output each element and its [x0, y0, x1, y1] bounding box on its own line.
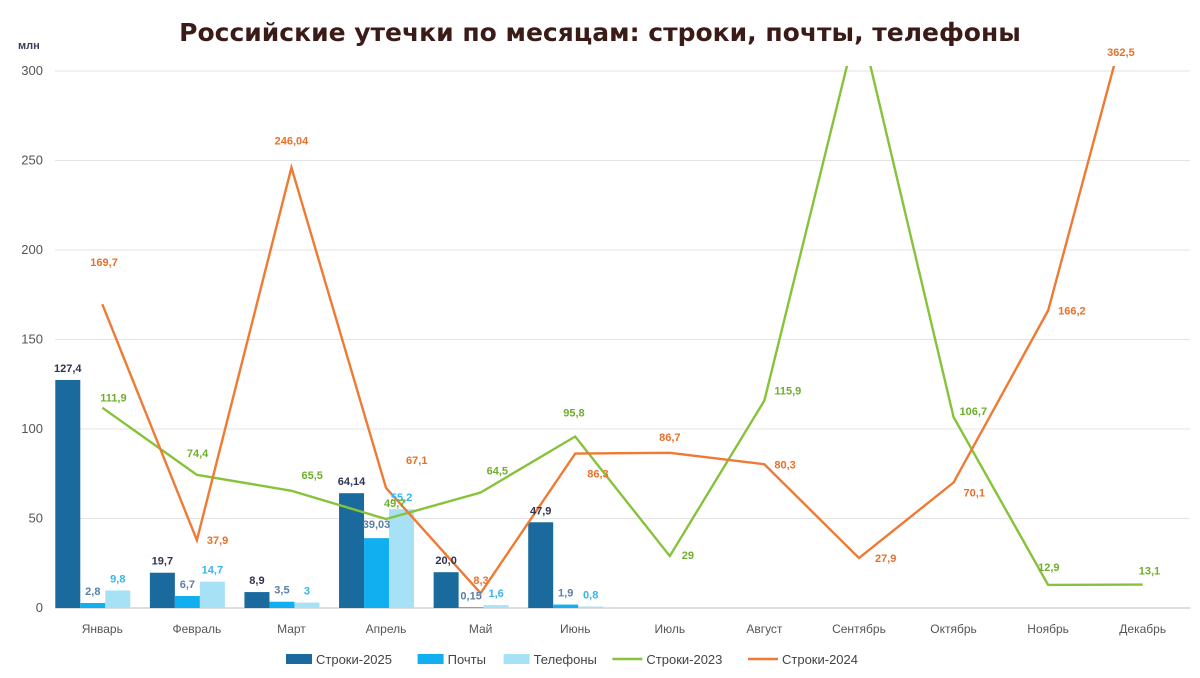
bar-1-3 — [364, 538, 390, 608]
bar-0-2 — [244, 592, 270, 608]
legend-item-4: Строки-2024 — [748, 652, 858, 667]
line-data-label: 12,9 — [1038, 562, 1059, 574]
y-tick-label: 0 — [36, 600, 43, 615]
bar-1-1 — [174, 596, 200, 608]
line-data-label: 246,04 — [275, 136, 310, 148]
bar-2-5 — [578, 606, 604, 608]
y-tick-label: 150 — [21, 332, 43, 347]
legend-label: Строки-2023 — [646, 652, 722, 667]
bar-1-2 — [269, 601, 295, 608]
bar-data-label: 64,14 — [338, 476, 366, 488]
legend-swatch — [286, 654, 312, 664]
bar-data-label: 9,8 — [110, 573, 125, 585]
x-tick-label: Август — [746, 622, 783, 636]
bar-2-0 — [105, 590, 131, 608]
x-tick-label: Май — [469, 622, 493, 636]
line-data-label: 86,3 — [587, 469, 608, 481]
line-data-label: 65,5 — [301, 470, 322, 482]
legend-label: Строки-2024 — [782, 652, 858, 667]
line-data-label: 29 — [682, 550, 694, 562]
bar-data-label: 3,5 — [274, 585, 289, 597]
bar-1-0 — [80, 602, 106, 608]
x-tick-label: Октябрь — [930, 622, 977, 636]
x-tick-label: Февраль — [172, 622, 221, 636]
line-data-label: 111,9 — [100, 393, 126, 405]
legend-label: Строки-2025 — [316, 652, 392, 667]
bar-2-3 — [389, 509, 415, 608]
bar-data-label: 1,6 — [488, 588, 503, 600]
line-data-label: 37,9 — [207, 535, 228, 547]
legend-swatch — [417, 654, 444, 664]
y-tick-label: 300 — [21, 63, 43, 78]
bar-1-4 — [458, 607, 484, 608]
x-tick-label: Ноябрь — [1027, 622, 1069, 636]
bar-data-label: 14,7 — [202, 565, 223, 577]
line-data-label: 80,3 — [774, 459, 795, 471]
line-data-label: 8,3 — [473, 575, 488, 587]
line-data-label: 13,1 — [1139, 566, 1160, 578]
legend-item-1: Почты — [417, 652, 486, 667]
bar-0-5 — [528, 522, 554, 608]
line-data-label: 27,9 — [875, 553, 896, 565]
line-data-label: 70,1 — [964, 488, 985, 500]
x-tick-label: Июль — [654, 622, 685, 636]
bar-0-0 — [55, 379, 81, 608]
bar-data-label: 3 — [304, 586, 310, 598]
x-tick-label: Январь — [82, 622, 123, 636]
y-axis-unit-label: млн — [18, 40, 40, 52]
line-series-0 — [101, 66, 1143, 587]
bar-data-label: 0,15 — [460, 591, 481, 603]
bar-data-label: 19,7 — [152, 556, 173, 568]
bar-data-label: 127,4 — [54, 363, 82, 375]
line-data-label: 86,7 — [659, 432, 680, 444]
bar-0-1 — [149, 572, 175, 608]
legend-label: Почты — [448, 652, 486, 667]
line-data-label: 106,7 — [960, 406, 988, 418]
line-data-label: 169,7 — [90, 257, 118, 269]
y-tick-label: 100 — [21, 421, 43, 436]
bar-2-2 — [294, 602, 320, 608]
legend-item-0: Строки-2025 — [286, 652, 392, 667]
bar-data-label: 6,7 — [180, 579, 195, 591]
legend-label: Телефоны — [534, 652, 597, 667]
line-series-group — [101, 66, 1143, 596]
line-data-label: 95,8 — [563, 408, 584, 420]
line-data-label: 166,2 — [1058, 306, 1086, 318]
line-data-label: 115,9 — [774, 386, 801, 398]
bar-data-label: 0,8 — [583, 590, 598, 602]
bar-2-1 — [199, 581, 225, 608]
bar-data-label: 39,03 — [363, 519, 391, 531]
bar-data-label: 55,2 — [391, 492, 412, 504]
x-tick-label: Сентябрь — [832, 622, 886, 636]
legend-swatch — [503, 654, 530, 664]
bar-data-label: 8,9 — [249, 575, 264, 587]
bar-2-4 — [483, 605, 509, 608]
line-data-label: 362,5 — [1107, 47, 1135, 59]
bar-data-label: 1,9 — [558, 588, 573, 600]
bar-0-4 — [433, 572, 459, 608]
bar-data-label: 2,8 — [85, 586, 100, 598]
y-tick-label: 200 — [21, 242, 43, 257]
x-tick-label: Апрель — [366, 622, 407, 636]
bar-1-5 — [553, 604, 579, 608]
x-tick-label: Декабрь — [1119, 622, 1166, 636]
x-tick-label: Июнь — [560, 622, 591, 636]
legend-item-3: Строки-2023 — [612, 652, 722, 667]
legend-item-2: Телефоны — [503, 652, 597, 667]
line-series-1 — [101, 66, 1116, 596]
line-data-label: 49,7 — [384, 498, 405, 510]
line-data-label: 64,5 — [487, 466, 508, 478]
x-tick-label: Март — [277, 622, 306, 636]
bar-data-label: 20,0 — [435, 555, 456, 567]
line-data-label: 74,4 — [187, 448, 209, 460]
y-tick-label: 250 — [21, 153, 43, 168]
chart-title: Российские утечки по месяцам: строки, по… — [179, 18, 1021, 47]
bar-data-label: 47,9 — [530, 505, 551, 517]
line-data-label: 67,1 — [406, 455, 427, 467]
y-tick-label: 50 — [29, 511, 43, 526]
